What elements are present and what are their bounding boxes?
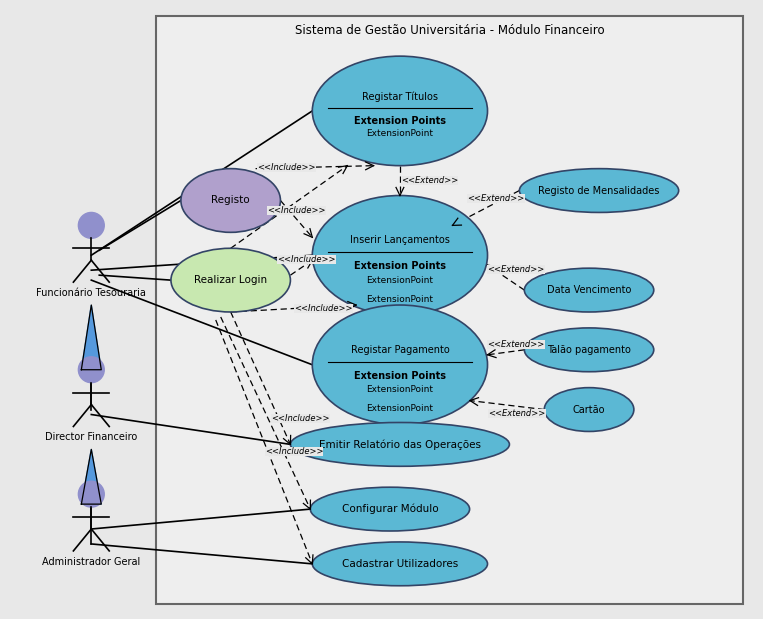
Text: Extension Points: Extension Points	[354, 116, 446, 126]
FancyBboxPatch shape	[156, 16, 743, 604]
Text: Sistema de Gestão Universitária - Módulo Financeiro: Sistema de Gestão Universitária - Módulo…	[295, 24, 604, 37]
Ellipse shape	[181, 168, 281, 232]
Text: Cadastrar Utilizadores: Cadastrar Utilizadores	[342, 559, 458, 569]
Ellipse shape	[544, 387, 634, 431]
Text: Configurar Módulo: Configurar Módulo	[342, 504, 438, 514]
Text: Extension Points: Extension Points	[354, 261, 446, 271]
Ellipse shape	[311, 487, 469, 531]
Text: ExtensionPoint: ExtensionPoint	[366, 386, 433, 394]
Text: ExtensionPoint: ExtensionPoint	[366, 404, 433, 413]
Text: <<Include>>: <<Include>>	[271, 413, 330, 423]
Text: Realizar Login: Realizar Login	[194, 275, 267, 285]
Text: <<Extend>>: <<Extend>>	[488, 265, 545, 274]
Text: <<Include>>: <<Include>>	[277, 255, 336, 264]
Text: <<Extend>>: <<Extend>>	[488, 409, 546, 418]
Text: Registar Títulos: Registar Títulos	[362, 92, 438, 103]
Text: <<Include>>: <<Include>>	[294, 304, 353, 313]
Ellipse shape	[524, 328, 654, 372]
Ellipse shape	[312, 196, 488, 315]
Text: ExtensionPoint: ExtensionPoint	[366, 129, 433, 139]
Ellipse shape	[312, 542, 488, 586]
Text: Registar Pagamento: Registar Pagamento	[350, 345, 449, 355]
Circle shape	[79, 212, 105, 238]
Text: Inserir Lançamentos: Inserir Lançamentos	[350, 235, 450, 245]
Text: Data Vencimento: Data Vencimento	[547, 285, 631, 295]
Text: Administrador Geral: Administrador Geral	[42, 557, 140, 567]
Text: <<Include>>: <<Include>>	[257, 163, 316, 171]
Text: <<Include>>: <<Include>>	[267, 207, 326, 215]
Text: Talão pagamento: Talão pagamento	[547, 345, 631, 355]
Polygon shape	[82, 305, 101, 370]
Text: Registo: Registo	[211, 196, 250, 206]
Text: ExtensionPoint: ExtensionPoint	[366, 295, 433, 304]
Ellipse shape	[312, 56, 488, 166]
Text: <<Extend>>: <<Extend>>	[488, 340, 545, 349]
Ellipse shape	[291, 423, 510, 466]
Text: <<Extend>>: <<Extend>>	[467, 194, 524, 202]
Text: Extension Points: Extension Points	[354, 371, 446, 381]
Text: Funcionário Tesouraria: Funcionário Tesouraria	[37, 288, 146, 298]
Ellipse shape	[312, 305, 488, 425]
Polygon shape	[82, 449, 101, 504]
Text: <<Include>>: <<Include>>	[265, 448, 324, 456]
Text: ExtensionPoint: ExtensionPoint	[366, 276, 433, 285]
Ellipse shape	[524, 268, 654, 312]
Text: Emitir Relatório das Operações: Emitir Relatório das Operações	[319, 439, 481, 449]
Text: Registo de Mensalidades: Registo de Mensalidades	[539, 186, 660, 196]
Ellipse shape	[171, 248, 291, 312]
Text: <<Extend>>: <<Extend>>	[401, 176, 459, 185]
Text: Cartão: Cartão	[573, 405, 605, 415]
Circle shape	[79, 481, 105, 507]
Text: Director Financeiro: Director Financeiro	[45, 433, 137, 443]
Ellipse shape	[520, 168, 678, 212]
Circle shape	[79, 357, 105, 383]
